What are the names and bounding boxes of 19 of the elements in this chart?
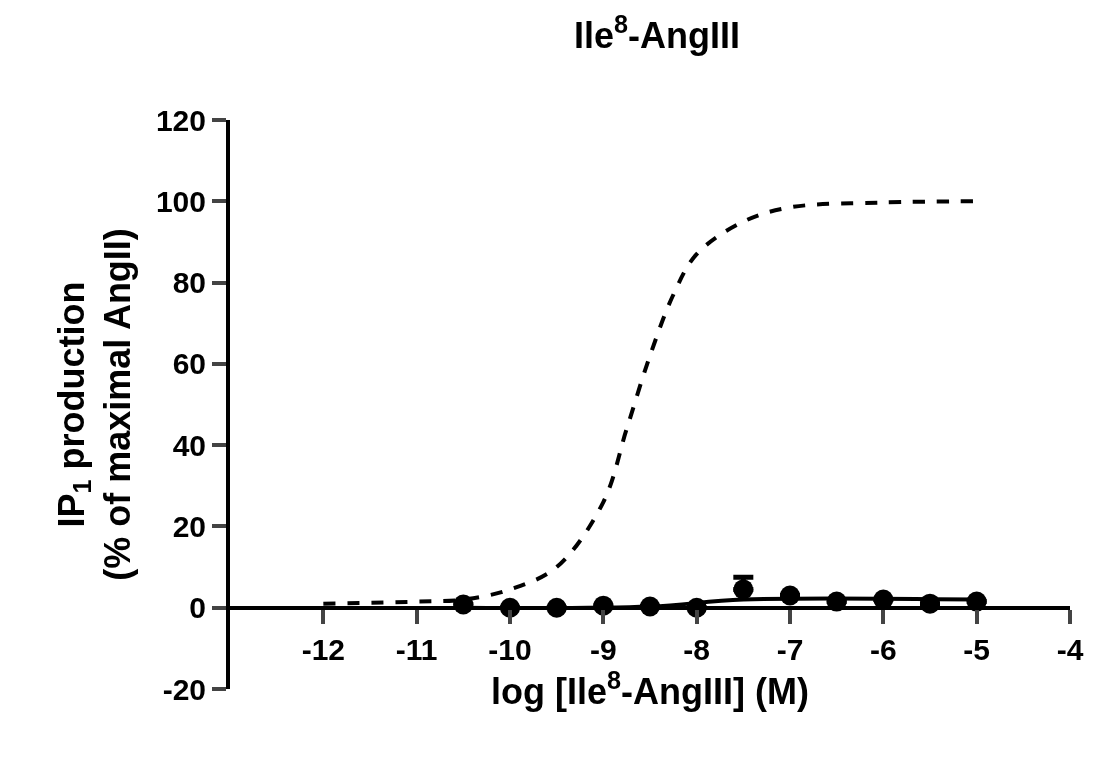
x-axis-title: log [Ile$^{8}$-AngIII] (M) <box>491 665 809 712</box>
y-tick-label: 20 <box>172 509 206 543</box>
x-tick-label: -7 <box>776 632 804 666</box>
x-tick-label: -8 <box>683 632 711 666</box>
x-tick-label: -12 <box>301 632 346 666</box>
x-tick-label: -11 <box>395 632 438 666</box>
y-tick-label: 100 <box>155 184 206 218</box>
y-tick-label: 0 <box>189 591 206 625</box>
y-tick-label: -20 <box>162 672 206 706</box>
y-tick-label: 80 <box>172 266 206 300</box>
y-tick-label: 40 <box>172 428 206 462</box>
y-tick-label: 120 <box>155 103 206 137</box>
x-tick-label: -5 <box>963 632 991 666</box>
x-tick-label: -4 <box>1056 632 1084 666</box>
x-tick-label: -9 <box>589 632 617 666</box>
y-tick-label: 60 <box>172 347 206 381</box>
x-tick-label: -6 <box>869 632 897 666</box>
x-tick-label: -10 <box>488 632 532 666</box>
chart-title: Ile$^{8}$-AngIII <box>573 10 741 57</box>
